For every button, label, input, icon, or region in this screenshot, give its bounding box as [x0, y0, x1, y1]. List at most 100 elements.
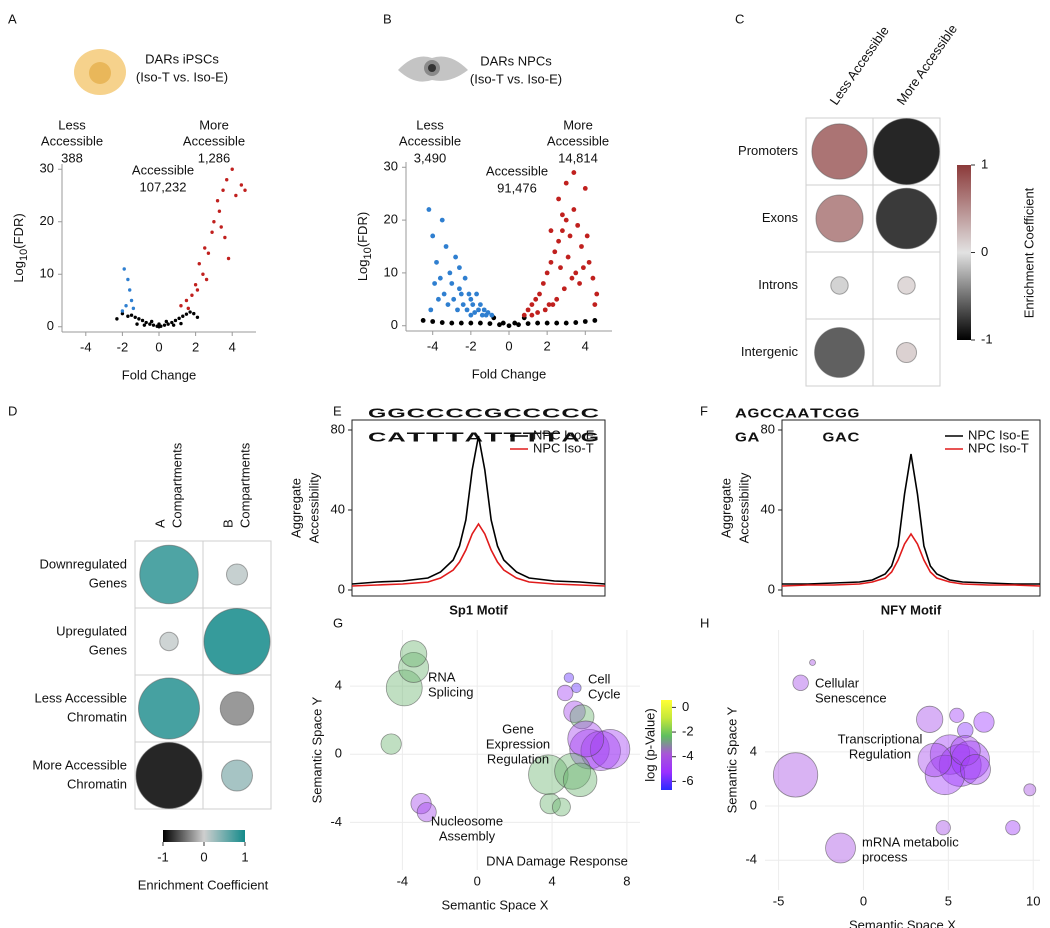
bubble — [380, 733, 402, 755]
point — [468, 312, 474, 318]
bubble — [1023, 783, 1037, 797]
bubble — [873, 118, 940, 185]
x-tick-label: -4 — [397, 873, 409, 888]
point — [560, 212, 565, 218]
y-axis-label: Semantic Space Y — [724, 706, 739, 813]
annotation: Accessible — [399, 133, 461, 148]
logo-letter: T — [426, 429, 444, 444]
point — [430, 319, 436, 324]
subtitle: (Iso-T vs. Iso-E) — [470, 71, 562, 86]
point — [162, 323, 167, 327]
bubble — [809, 659, 816, 666]
y-tick-label: 4 — [335, 678, 342, 693]
point — [466, 291, 472, 297]
legend-label: NPC Iso-T — [533, 440, 594, 455]
point — [506, 323, 512, 329]
logo-letter: T — [407, 429, 425, 444]
logo-letter: C — [445, 405, 465, 420]
x-tick-label: 5 — [945, 893, 952, 908]
bubble — [539, 793, 561, 815]
point — [449, 281, 455, 286]
y-tick-label: 4 — [750, 743, 757, 758]
point — [577, 281, 582, 286]
row-label: More Accessible — [32, 757, 127, 772]
bubble — [135, 742, 203, 809]
bubble — [960, 754, 991, 785]
point — [428, 307, 434, 313]
colorbar-tick-label: 0 — [200, 849, 207, 864]
count-label: 1,286 — [198, 150, 231, 165]
point — [197, 262, 201, 266]
point — [481, 307, 487, 313]
y-tick-label: 80 — [761, 421, 775, 436]
point — [140, 318, 145, 323]
row-label: Introns — [758, 277, 798, 292]
row-label: Less Accessible — [35, 690, 128, 705]
logo-letter: T — [523, 429, 541, 444]
point — [186, 306, 190, 311]
count-label: 3,490 — [414, 150, 447, 165]
x-axis-label: Semantic Space X — [442, 897, 549, 912]
y-axis-label: Accessibility — [736, 472, 751, 543]
annotation: Accessible — [486, 163, 548, 178]
annotation: Senescence — [815, 690, 887, 705]
point — [554, 320, 560, 326]
colorbar-tick-label: 0 — [682, 699, 689, 714]
bubble — [398, 652, 430, 683]
point — [179, 321, 183, 326]
point — [126, 314, 130, 318]
annotation: Transcriptional — [838, 731, 923, 746]
point — [439, 217, 445, 223]
logo-letter: A — [735, 405, 748, 420]
point — [443, 244, 449, 249]
point — [457, 265, 462, 271]
point — [217, 209, 222, 213]
point — [458, 320, 464, 326]
row-label: Promoters — [738, 143, 798, 158]
point — [548, 259, 554, 265]
logo-letter: T — [445, 429, 463, 444]
bubble — [957, 722, 974, 739]
x-tick-label: 4 — [229, 339, 236, 354]
bubble — [159, 631, 179, 652]
logo-letter: A — [387, 429, 407, 444]
point — [449, 320, 455, 326]
annotation: Cellular — [815, 675, 860, 690]
point — [533, 296, 539, 302]
annotation: Cell — [588, 671, 611, 686]
bubble — [528, 754, 569, 795]
point — [219, 225, 223, 229]
point — [561, 286, 567, 292]
x-tick-label: -2 — [465, 338, 477, 353]
point — [544, 270, 550, 276]
point — [550, 302, 556, 307]
point — [516, 322, 521, 328]
bubble — [556, 684, 574, 702]
x-tick-label: -2 — [117, 339, 129, 354]
bubble — [792, 674, 809, 692]
annotation: Cycle — [588, 686, 621, 701]
panel-letter: H — [700, 615, 709, 630]
point — [477, 320, 483, 326]
matrix-cell — [202, 741, 272, 810]
point — [166, 322, 170, 326]
bubble — [219, 691, 255, 726]
x-axis-label: Sp1 Motif — [449, 602, 508, 617]
logo-letter: G — [735, 429, 747, 444]
point — [575, 222, 581, 228]
point — [584, 233, 590, 239]
point — [177, 316, 181, 321]
colorbar-label: log (p-Value) — [642, 708, 657, 781]
bubble — [830, 276, 849, 295]
logo-letter: G — [748, 405, 760, 420]
logo-letter: G — [484, 405, 502, 420]
panel-letter: A — [8, 11, 17, 26]
series-line — [781, 532, 1041, 587]
ipsc-icon — [74, 49, 126, 95]
x-tick-label: 4 — [548, 873, 555, 888]
point — [445, 302, 451, 307]
point — [120, 311, 125, 316]
point — [133, 315, 137, 319]
y-axis-label-part: Log — [11, 261, 26, 283]
point — [556, 196, 561, 202]
